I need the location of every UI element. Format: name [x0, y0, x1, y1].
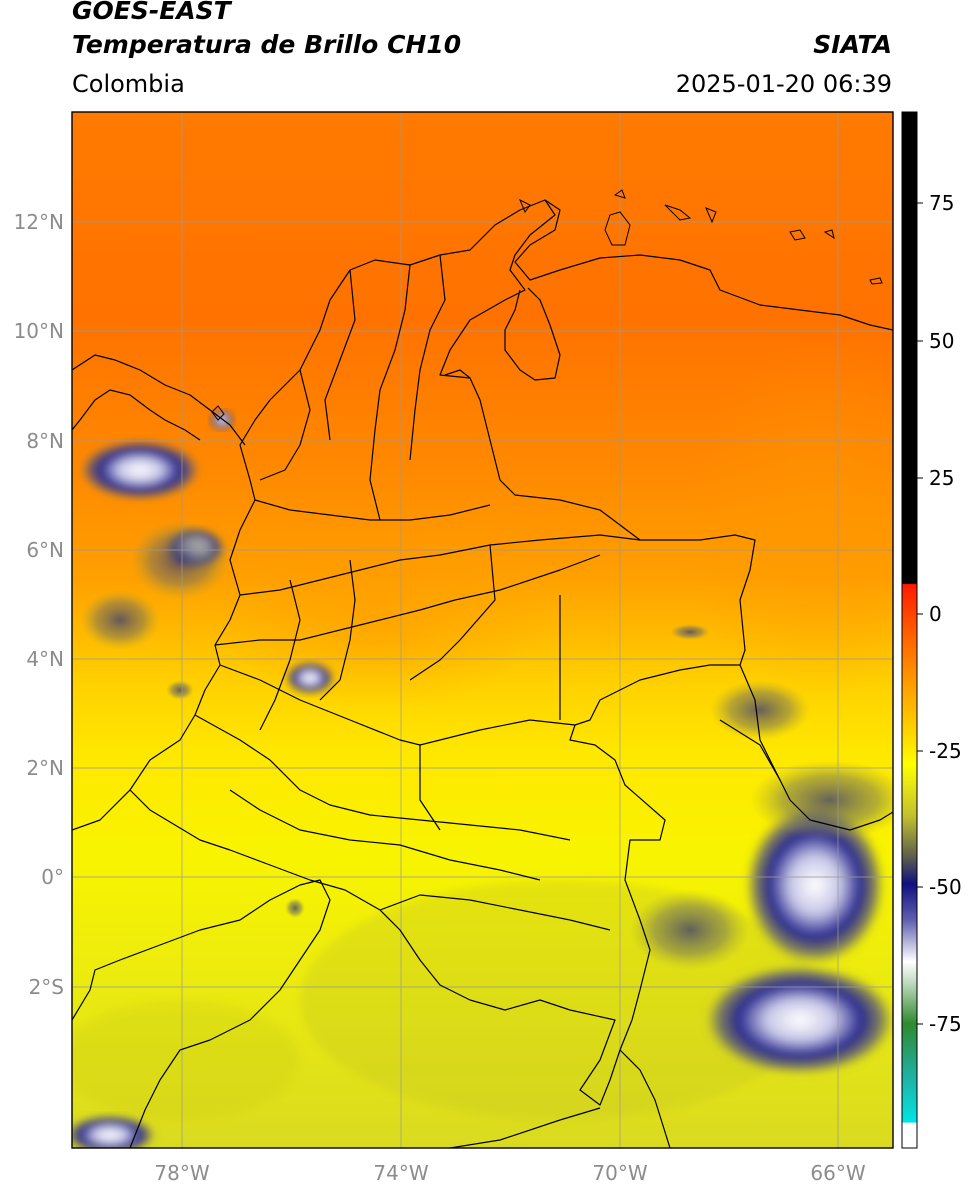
lat-tick-8n: 8°N	[26, 429, 64, 453]
lat-axis: 12°N 10°N 8°N 6°N 4°N 2°N 0° 2°S	[14, 210, 64, 999]
lon-tick-66w: 66°W	[810, 1161, 865, 1185]
organization-label: SIATA	[813, 30, 892, 59]
satellite-title: GOES-EAST	[72, 0, 231, 25]
colorbar-label-25: 25	[929, 466, 954, 490]
lon-tick-70w: 70°W	[592, 1161, 647, 1185]
imagery-layer	[72, 112, 893, 1148]
colorbar-label-minus25: -25	[929, 739, 962, 763]
datetime-label: 2025-01-20 06:39	[675, 70, 892, 98]
colorbar-label-minus75: -75	[929, 1012, 962, 1036]
lat-tick-6n: 6°N	[26, 538, 64, 562]
colorbar-label-0: 0	[929, 602, 942, 626]
colorbar-frame	[901, 111, 918, 1149]
colorbar-ticks	[917, 202, 923, 1025]
map-frame	[71, 111, 894, 1149]
gridlines	[72, 112, 893, 1148]
region-label: Colombia	[72, 70, 185, 98]
colorbar-label-50: 50	[929, 329, 954, 353]
country-borders	[72, 199, 893, 1148]
lon-tick-78w: 78°W	[154, 1161, 209, 1185]
lat-tick-0: 0°	[41, 865, 64, 889]
islands	[211, 189, 883, 421]
lat-tick-12n: 12°N	[14, 210, 64, 234]
lat-tick-2n: 2°N	[26, 756, 64, 780]
lon-axis: 78°W 74°W 70°W 66°W	[154, 1161, 865, 1185]
colorbar-label-75: 75	[929, 191, 954, 215]
colorbar-ramp	[902, 112, 917, 1148]
colorbar: 75 50 25 0 -25 -50 -75	[901, 111, 962, 1149]
colorbar-label-minus50: -50	[929, 875, 962, 899]
lat-tick-4n: 4°N	[26, 647, 64, 671]
lat-tick-2s: 2°S	[29, 975, 64, 999]
lat-tick-10n: 10°N	[14, 319, 64, 343]
lon-tick-74w: 74°W	[373, 1161, 428, 1185]
product-title: Temperatura de Brillo CH10	[72, 30, 462, 59]
